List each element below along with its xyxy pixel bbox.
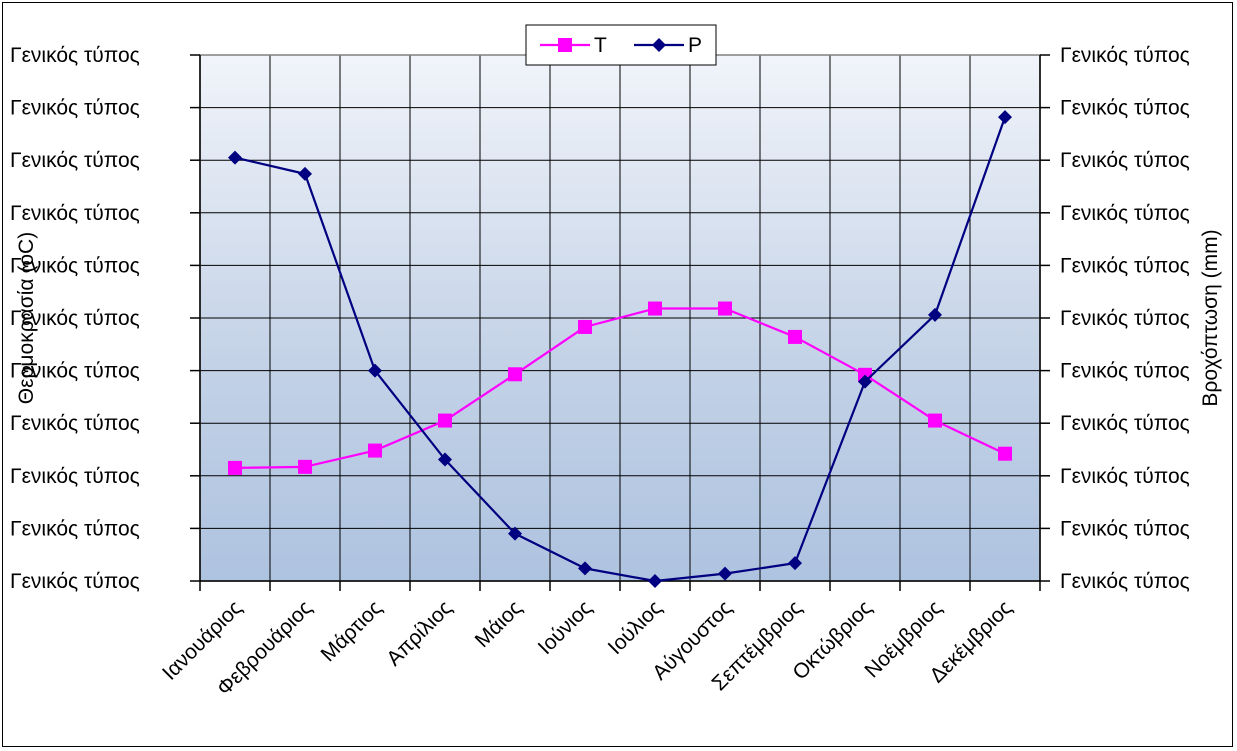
data-point-P	[998, 110, 1012, 125]
data-point-T	[648, 301, 662, 316]
left-tick-label: Γενικός τύπος	[10, 517, 140, 540]
left-tick-label: Γενικός τύπος	[10, 149, 140, 172]
data-point-T	[368, 443, 382, 458]
left-tick-label: Γενικός τύπος	[10, 412, 140, 435]
right-tick-label: Γενικός τύπος	[1060, 412, 1190, 435]
left-tick-label: Γενικός τύπος	[10, 360, 140, 383]
x-tick-label: Απρίλιος	[382, 596, 456, 670]
x-tick-label: Ιούνιος	[534, 596, 597, 659]
right-tick-label: Γενικός τύπος	[1060, 570, 1190, 593]
legend-swatch-marker-P	[652, 38, 666, 52]
right-tick-label: Γενικός τύπος	[1060, 202, 1190, 225]
data-point-P	[578, 561, 592, 576]
left-tick-label: Γενικός τύπος	[10, 202, 140, 225]
left-tick-label: Γενικός τύπος	[10, 307, 140, 330]
data-point-T	[788, 329, 802, 344]
data-point-T	[998, 446, 1012, 461]
left-tick-label: Γενικός τύπος	[10, 254, 140, 277]
data-point-P	[228, 150, 242, 165]
right-tick-label: Γενικός τύπος	[1060, 465, 1190, 488]
data-point-P	[928, 307, 942, 322]
right-tick-label: Γενικός τύπος	[1060, 149, 1190, 172]
data-point-P	[508, 526, 522, 541]
data-point-T	[718, 301, 732, 316]
data-point-P	[368, 363, 382, 378]
x-tick-label: Μάρτιος	[316, 596, 386, 666]
right-tick-label: Γενικός τύπος	[1060, 97, 1190, 120]
data-point-P	[298, 166, 312, 181]
right-tick-label: Γενικός τύπος	[1060, 517, 1190, 540]
left-tick-label: Γενικός τύπος	[10, 97, 140, 120]
left-tick-label: Γενικός τύπος	[10, 44, 140, 67]
legend-label-T: T	[594, 34, 607, 57]
data-point-T	[298, 459, 312, 474]
data-point-T	[578, 319, 592, 334]
right-tick-label: Γενικός τύπος	[1060, 360, 1190, 383]
data-point-P	[438, 452, 452, 467]
data-point-P	[788, 556, 802, 571]
y-axis-title-right: Βροχόπτωση (mm)	[1199, 229, 1222, 406]
left-tick-label: Γενικός τύπος	[10, 570, 140, 593]
series-line-T	[234, 307, 1006, 470]
y-axis-title-left: Θερμοκρασία (οC)	[15, 232, 38, 404]
x-tick-label: Ιούλιος	[604, 596, 667, 659]
data-point-P	[648, 574, 662, 588]
data-point-P	[858, 374, 872, 389]
data-point-T	[228, 460, 242, 475]
x-tick-label: Μάιος	[471, 596, 527, 652]
legend-swatch-marker-T	[558, 38, 572, 52]
right-tick-label: Γενικός τύπος	[1060, 44, 1190, 67]
data-point-T	[928, 413, 942, 428]
data-point-T	[508, 367, 522, 382]
data-point-T	[438, 413, 452, 428]
series-line-P	[234, 116, 1007, 583]
right-tick-label: Γενικός τύπος	[1060, 254, 1190, 277]
right-tick-label: Γενικός τύπος	[1060, 307, 1190, 330]
legend-label-P: P	[688, 34, 702, 57]
data-point-P	[718, 566, 732, 581]
left-tick-label: Γενικός τύπος	[10, 465, 140, 488]
